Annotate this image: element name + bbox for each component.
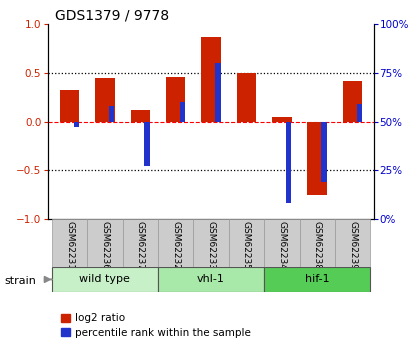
Bar: [60, 90, 79, 122]
Bar: [215, 63, 220, 122]
Text: GSM62234: GSM62234: [277, 220, 286, 269]
Bar: [109, 106, 114, 122]
Bar: [264, 219, 299, 267]
Bar: [180, 102, 185, 122]
Text: GSM62235: GSM62235: [242, 220, 251, 269]
Text: GSM62231: GSM62231: [65, 220, 74, 269]
Bar: [123, 219, 158, 267]
Bar: [299, 219, 335, 267]
Bar: [307, 122, 327, 195]
Text: hif-1: hif-1: [305, 275, 330, 284]
Bar: [272, 117, 291, 122]
Bar: [52, 219, 87, 267]
Bar: [264, 267, 370, 292]
Text: GSM62232: GSM62232: [171, 220, 180, 269]
Text: GSM62236: GSM62236: [100, 220, 109, 269]
Text: GSM62238: GSM62238: [313, 220, 322, 269]
Bar: [335, 219, 370, 267]
Bar: [286, 122, 291, 204]
Text: GSM62239: GSM62239: [348, 220, 357, 269]
Legend: log2 ratio, percentile rank within the sample: log2 ratio, percentile rank within the s…: [61, 313, 251, 337]
Text: GSM62233: GSM62233: [207, 220, 215, 269]
Bar: [193, 219, 229, 267]
Bar: [95, 78, 115, 122]
Bar: [237, 73, 256, 122]
Bar: [87, 219, 123, 267]
Bar: [52, 267, 158, 292]
Bar: [229, 219, 264, 267]
Bar: [321, 122, 327, 182]
Bar: [166, 77, 185, 122]
Bar: [131, 110, 150, 122]
Bar: [343, 81, 362, 122]
Text: GSM62237: GSM62237: [136, 220, 145, 269]
Text: strain: strain: [4, 276, 36, 286]
Text: GDS1379 / 9778: GDS1379 / 9778: [55, 9, 169, 23]
Bar: [357, 104, 362, 122]
Text: vhl-1: vhl-1: [197, 275, 225, 284]
Text: wild type: wild type: [79, 275, 130, 284]
Bar: [158, 219, 193, 267]
Bar: [201, 37, 221, 122]
Bar: [144, 122, 150, 166]
Bar: [158, 267, 264, 292]
Bar: [74, 122, 79, 127]
